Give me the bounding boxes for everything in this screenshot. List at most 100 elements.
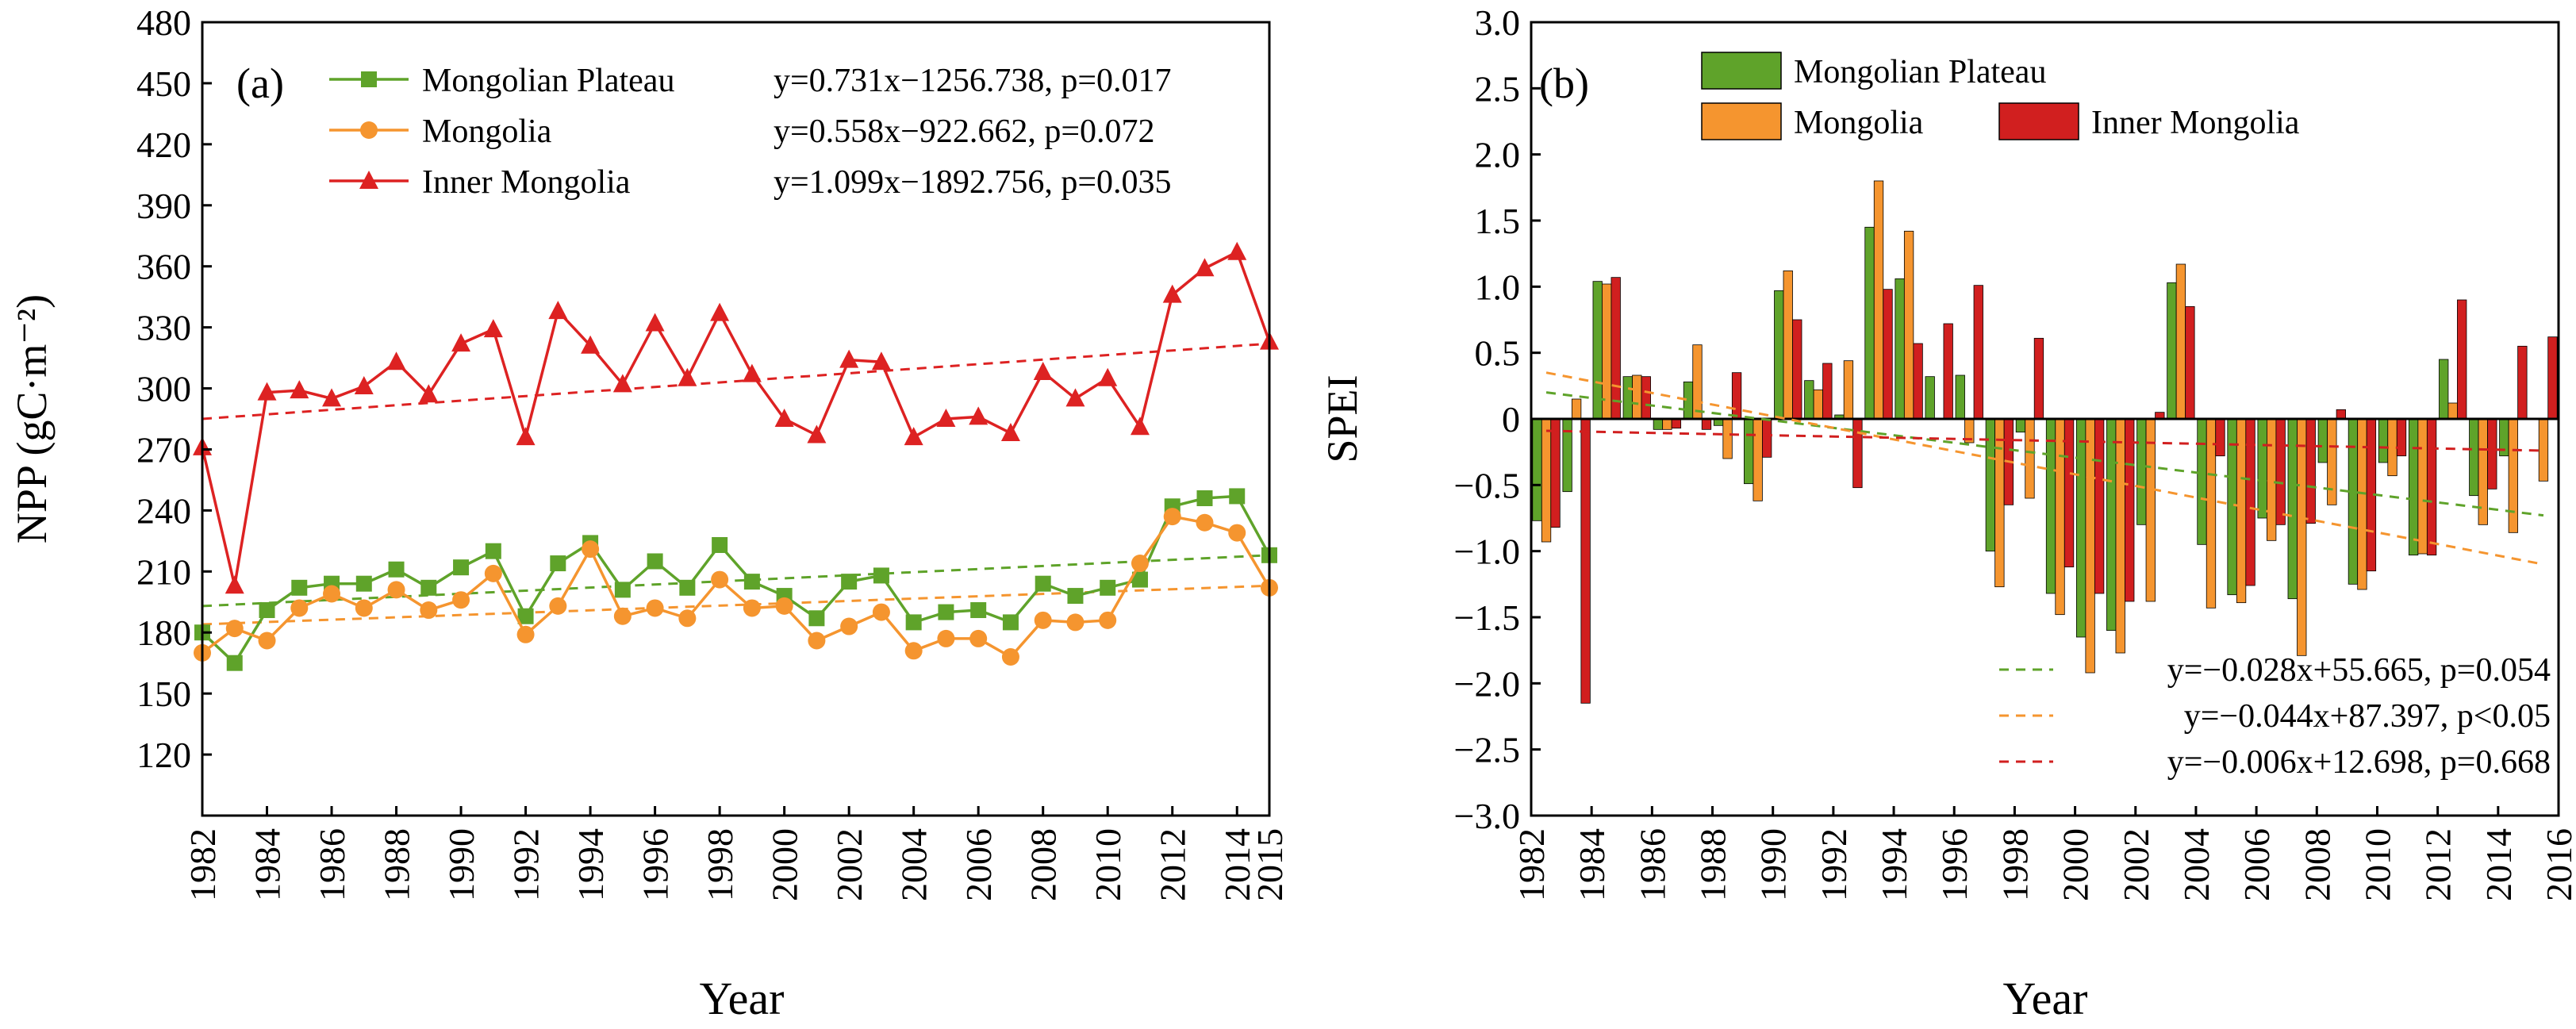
panel-b-y-tick-label: −2.0 bbox=[1454, 663, 1520, 704]
panel-a-y-axis-label: NPP (gC·m⁻²) bbox=[8, 294, 56, 543]
panel-a-point-mongolia bbox=[258, 632, 276, 650]
panel-b-bar-mongolian-plateau bbox=[2257, 418, 2267, 519]
panel-a-x-tick-label: 2014 bbox=[1217, 828, 1257, 901]
panel-a-x-tick-label: 1992 bbox=[506, 828, 547, 901]
panel-a-equation-inner-mongolia: y=1.099x−1892.756, p=0.035 bbox=[774, 164, 1172, 201]
panel-b-bar-inner-mongolia bbox=[2517, 345, 2528, 420]
panel-a-y-tick-label: 240 bbox=[136, 490, 191, 531]
panel-b-y-tick-label: −0.5 bbox=[1454, 465, 1520, 505]
panel-a-point-mongolian-plateau bbox=[1100, 579, 1116, 596]
panel-b-bar-mongolia bbox=[2055, 418, 2065, 616]
panel-a-point-inner-mongolia bbox=[1227, 241, 1247, 260]
panel-b-bar-mongolia bbox=[1722, 418, 1733, 459]
panel-b-bar-mongolia bbox=[2025, 418, 2035, 499]
panel-a-plot-frame bbox=[201, 21, 1271, 817]
panel-b-bar-mongolia bbox=[1753, 418, 1763, 501]
panel-b-bar-mongolian-plateau bbox=[2106, 418, 2117, 632]
panel-b-trend-mongolian-plateau bbox=[1545, 391, 2544, 517]
panel-b-x-tick-label: 2010 bbox=[2357, 828, 2397, 901]
panel-a-point-mongolian-plateau bbox=[841, 574, 858, 590]
panel-b-bar-mongolian-plateau bbox=[2045, 418, 2056, 594]
panel-b-bar-mongolia bbox=[2478, 418, 2488, 525]
panel-b-legend-label-mongolian-plateau: Mongolian Plateau bbox=[1794, 54, 2046, 90]
panel-a-y-tick-label: 480 bbox=[136, 2, 191, 43]
panel-a-point-mongolian-plateau bbox=[873, 567, 889, 584]
panel-b-bar-mongolian-plateau bbox=[1774, 290, 1784, 420]
panel-b-y-tick-label: 0.5 bbox=[1475, 333, 1521, 374]
panel-b-label: (b) bbox=[1539, 60, 1589, 107]
panel-b-x-tick-label: 2016 bbox=[2539, 828, 2576, 901]
panel-a-point-mongolian-plateau bbox=[550, 555, 566, 572]
panel-b-bar-inner-mongolia bbox=[2336, 409, 2346, 420]
panel-a-trend-inner-mongolia bbox=[202, 342, 1270, 420]
panel-b-y-tick-label: 1.0 bbox=[1475, 267, 1521, 307]
panel-b-bar-mongolian-plateau bbox=[1653, 418, 1664, 430]
panel-b-y-axis-label: SPEI bbox=[1319, 374, 1366, 463]
panel-a-point-mongolian-plateau bbox=[1196, 490, 1213, 506]
panel-b-bar-mongolian-plateau bbox=[1925, 376, 1935, 420]
panel-a-point-mongolia bbox=[1163, 508, 1181, 526]
panel-a-point-mongolia bbox=[808, 632, 826, 650]
panel-b-bar-mongolian-plateau bbox=[1532, 418, 1542, 521]
panel-b-bar-inner-mongolia bbox=[2094, 418, 2105, 594]
panel-a-point-inner-mongolia bbox=[290, 380, 309, 399]
panel-a-point-inner-mongolia bbox=[516, 427, 536, 446]
panel-b-y-tick-label: −1.5 bbox=[1454, 597, 1520, 638]
panel-a-point-mongolia bbox=[516, 625, 535, 643]
panel-b-bar-inner-mongolia bbox=[1550, 418, 1561, 528]
panel-a-x-tick-label: 1984 bbox=[248, 828, 288, 901]
panel-a-point-inner-mongolia bbox=[1065, 388, 1085, 407]
panel-b-x-tick-label: 2012 bbox=[2418, 828, 2459, 901]
panel-b-bars bbox=[1532, 180, 2558, 704]
panel-a-y-tick-label: 150 bbox=[136, 674, 191, 714]
panel-b-bar-inner-mongolia bbox=[1852, 418, 1863, 489]
panel-a-point-inner-mongolia bbox=[257, 382, 277, 401]
panel-b-x-tick-label: 2000 bbox=[2056, 828, 2096, 901]
panel-a-equation-mongolia: y=0.558x−922.662, p=0.072 bbox=[774, 113, 1155, 150]
panel-b-x-tick-label: 1990 bbox=[1753, 828, 1794, 901]
panel-b-bar-mongolian-plateau bbox=[2197, 418, 2207, 545]
panel-a-x-tick-label: 1996 bbox=[635, 828, 676, 901]
panel-a-legend: Mongolian Plateau Mongolia Inner Mongolia bbox=[329, 63, 674, 201]
panel-a-point-inner-mongolia bbox=[612, 374, 632, 393]
panel-b-bar-inner-mongolia bbox=[2487, 418, 2497, 490]
panel-b-bar-mongolian-plateau bbox=[2469, 418, 2479, 497]
panel-b-bar-mongolia bbox=[1783, 270, 1793, 420]
panel-a-x-tick-label: 2008 bbox=[1023, 828, 1064, 901]
panel-b-legend-label-mongolia: Mongolia bbox=[1794, 105, 1924, 141]
panel-a-point-inner-mongolia bbox=[1130, 417, 1150, 436]
panel-b-trend-mongolia bbox=[1545, 371, 2544, 566]
panel-b-bar-mongolian-plateau bbox=[1895, 278, 1905, 420]
panel-b-bar-inner-mongolia bbox=[1671, 418, 1682, 429]
panel-a-point-mongolian-plateau bbox=[647, 553, 663, 570]
panel-b-x-tick-label: 2002 bbox=[2116, 828, 2156, 901]
panel-b-x-tick-label: 2006 bbox=[2236, 828, 2277, 901]
panel-a-point-inner-mongolia bbox=[548, 301, 568, 320]
panel-a-point-mongolia bbox=[613, 607, 632, 625]
panel-a-point-mongolia bbox=[1099, 611, 1117, 629]
panel-b-legend-swatch-inner-mongolia bbox=[1998, 102, 2079, 140]
panel-a-point-mongolia bbox=[452, 591, 470, 609]
panel-b-bar-mongolia bbox=[2417, 418, 2428, 555]
panel-a-point-mongolian-plateau bbox=[905, 614, 922, 631]
panel-b-bar-inner-mongolia bbox=[2185, 305, 2195, 420]
panel-b-bar-inner-mongolia bbox=[1883, 289, 1893, 420]
panel-a-x-tick-label: 1982 bbox=[182, 828, 223, 901]
panel-a-point-mongolia bbox=[1034, 611, 1052, 629]
panel-a-point-inner-mongolia bbox=[1162, 284, 1182, 303]
panel-a-point-mongolia bbox=[387, 581, 405, 599]
panel-b-bar-mongolia bbox=[2297, 418, 2307, 656]
panel-a-point-inner-mongolia bbox=[1033, 362, 1053, 381]
panel-a-point-inner-mongolia bbox=[645, 313, 665, 332]
panel-a-point-inner-mongolia bbox=[969, 406, 989, 425]
panel-b-bar-mongolian-plateau bbox=[1864, 226, 1875, 420]
panel-b-y-tick-label: 1.5 bbox=[1475, 201, 1521, 241]
panel-a-point-mongolia bbox=[1001, 648, 1019, 666]
panel-a-point-mongolia bbox=[323, 585, 341, 603]
panel-b-bar-mongolia bbox=[1903, 230, 1914, 420]
panel-a-point-inner-mongolia bbox=[451, 333, 471, 352]
panel-b-bar-mongolia bbox=[1632, 374, 1642, 420]
panel-b-x-tick-label: 1996 bbox=[1934, 828, 1975, 901]
panel-b-bar-mongolia bbox=[2508, 418, 2519, 533]
